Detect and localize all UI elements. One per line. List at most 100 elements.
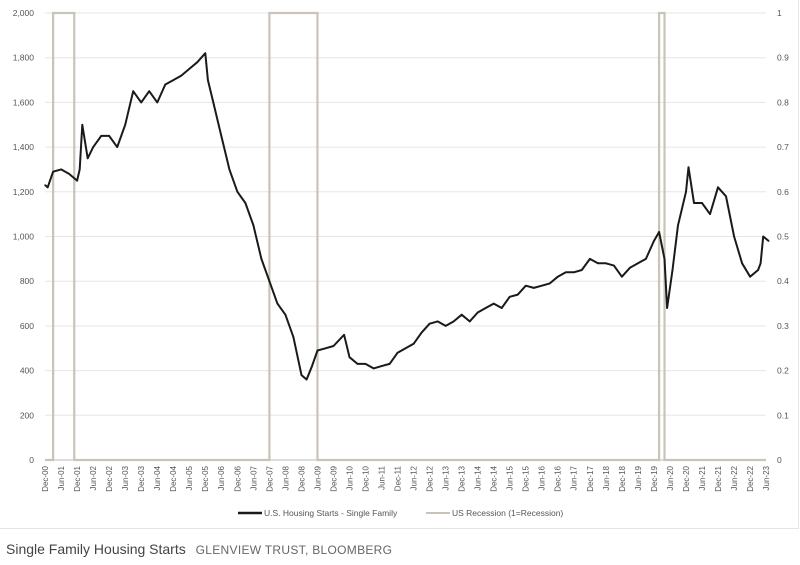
y-tick-label: 1,800	[13, 53, 35, 63]
data-point	[452, 320, 455, 323]
data-point	[300, 374, 303, 376]
y-tick-label: 400	[20, 366, 34, 376]
x-tick-label: Dec-13	[458, 465, 467, 491]
x-tick-label: Jun-06	[217, 465, 226, 490]
data-point	[305, 378, 308, 381]
caption-source: GLENVIEW TRUST, BLOOMBERG	[195, 543, 393, 557]
right-axis-ticks: 0 0.1 0.2 0.3 0.4 0.5 0.6 0.7 0.8 0.9 1	[777, 8, 789, 465]
data-point	[428, 322, 431, 325]
data-point	[767, 240, 770, 242]
data-point	[725, 195, 727, 198]
caption-title: Single Family Housing Starts	[6, 541, 186, 557]
y2-tick-label: 0.8	[777, 97, 789, 107]
x-tick-label: Dec-04	[169, 465, 178, 491]
x-tick-label: Jun-05	[185, 465, 194, 490]
data-point	[46, 186, 49, 189]
data-point	[733, 235, 735, 238]
data-point	[759, 262, 762, 265]
data-point	[476, 311, 479, 314]
data-point	[292, 336, 295, 338]
data-point	[124, 123, 127, 126]
data-point	[212, 101, 215, 104]
data-point	[268, 280, 271, 283]
data-point	[613, 264, 615, 267]
data-point	[244, 202, 247, 204]
x-tick-label: Jun-18	[602, 465, 611, 490]
x-axis-ticks: Dec-00 Jun-01 Dec-01 Jun-02 Dec-02 Jun-03 Dec-…	[41, 465, 771, 491]
data-point	[621, 275, 623, 278]
data-point	[81, 123, 84, 126]
x-tick-label: Dec-03	[137, 465, 146, 491]
data-point	[100, 135, 102, 137]
data-point	[68, 173, 70, 175]
data-point	[196, 61, 199, 63]
chart-frame: 0 200 400 600 800 1,000 1,200 1,400 1,600 1,800 2,…	[0, 0, 799, 529]
data-point	[252, 224, 255, 227]
data-point	[693, 202, 695, 204]
x-tick-label: Dec-22	[746, 465, 755, 491]
data-point	[332, 345, 335, 347]
y-tick-label: 0	[29, 455, 34, 465]
data-point	[717, 186, 719, 189]
data-point	[78, 168, 81, 171]
x-tick-label: Jun-13	[442, 465, 451, 490]
data-point	[116, 146, 118, 148]
x-tick-label: Dec-06	[233, 465, 242, 491]
legend-label-housing: U.S. Housing Starts - Single Family	[264, 508, 398, 518]
data-point	[348, 356, 351, 358]
data-point	[148, 90, 151, 93]
data-point	[637, 262, 639, 265]
data-point	[372, 367, 375, 370]
data-point	[757, 269, 759, 271]
data-point	[260, 258, 263, 260]
data-point	[76, 179, 78, 182]
data-point	[132, 90, 135, 93]
x-tick-label: Jun-20	[666, 465, 675, 490]
data-point	[653, 240, 655, 242]
y-tick-label: 1,200	[13, 187, 35, 197]
x-tick-label: Jun-03	[121, 465, 130, 490]
x-tick-label: Jun-15	[506, 465, 515, 490]
x-tick-label: Jun-09	[313, 465, 322, 490]
data-point	[92, 146, 94, 148]
x-tick-label: Jun-16	[538, 465, 547, 490]
data-point	[557, 275, 559, 278]
data-point	[207, 79, 209, 81]
x-tick-label: Dec-11	[393, 465, 402, 491]
data-point	[60, 168, 62, 171]
x-tick-label: Dec-20	[682, 465, 691, 491]
legend: U.S. Housing Starts - Single Family US R…	[238, 508, 563, 518]
y2-tick-label: 0.6	[777, 187, 789, 197]
x-tick-label: Jun-01	[57, 465, 66, 490]
data-point	[180, 74, 183, 77]
x-tick-label: Jun-11	[377, 465, 386, 489]
y-tick-label: 1,400	[13, 142, 35, 152]
data-point	[396, 351, 399, 354]
data-point	[140, 101, 143, 104]
data-point	[204, 52, 207, 55]
housing-starts-chart: 0 200 400 600 800 1,000 1,200 1,400 1,600 1,800 2,…	[13, 8, 789, 518]
data-point	[532, 287, 535, 289]
data-point	[701, 202, 703, 204]
data-point	[548, 282, 551, 285]
y2-tick-label: 0.3	[777, 321, 789, 331]
y2-tick-label: 0.4	[777, 276, 789, 286]
data-point	[677, 224, 679, 227]
data-point	[645, 258, 647, 260]
data-point	[589, 258, 591, 260]
data-point	[343, 334, 345, 336]
data-point	[484, 307, 487, 309]
data-point	[709, 213, 711, 215]
x-tick-label: Dec-17	[586, 465, 595, 491]
recession-line	[45, 11, 766, 462]
x-tick-label: Dec-14	[490, 465, 499, 491]
gridlines	[45, 12, 766, 461]
x-tick-label: Dec-09	[329, 465, 338, 491]
recession-series	[45, 11, 766, 462]
data-point	[316, 349, 319, 352]
data-point	[404, 347, 407, 350]
data-point	[581, 269, 583, 271]
data-point	[311, 365, 313, 367]
housing-starts-series	[44, 52, 770, 381]
y2-tick-label: 0	[777, 455, 782, 465]
